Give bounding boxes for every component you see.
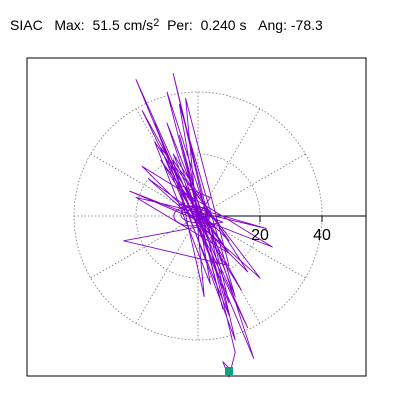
core-loop-1 <box>180 205 210 223</box>
per-value: 0.240 s <box>200 17 247 33</box>
per-label: Per: <box>167 17 193 33</box>
station-code: SIAC <box>10 17 43 33</box>
end-marker <box>225 367 233 375</box>
motion-trace <box>123 72 273 378</box>
core-loop-0 <box>173 205 211 227</box>
max-unit-exponent: 2 <box>153 17 160 29</box>
axes <box>198 215 366 222</box>
tick-labels: 20 40 <box>251 227 331 244</box>
end-marker-square <box>225 367 233 375</box>
ang-value: -78.3 <box>290 17 323 33</box>
ang-label: Ang: <box>258 17 287 33</box>
max-value: 51.5 cm/s <box>92 17 154 33</box>
max-label: Max: <box>54 17 85 33</box>
core-loop-2 <box>187 206 209 220</box>
chart-header: SIAC Max: 51.5 cm/s 2 Per: 0.240 s Ang: -… <box>10 17 323 33</box>
x-tick-label-0: 20 <box>251 227 269 244</box>
x-tick-label-1: 40 <box>313 227 331 244</box>
plot-frame <box>26 57 367 377</box>
series-line-0 <box>123 72 273 378</box>
